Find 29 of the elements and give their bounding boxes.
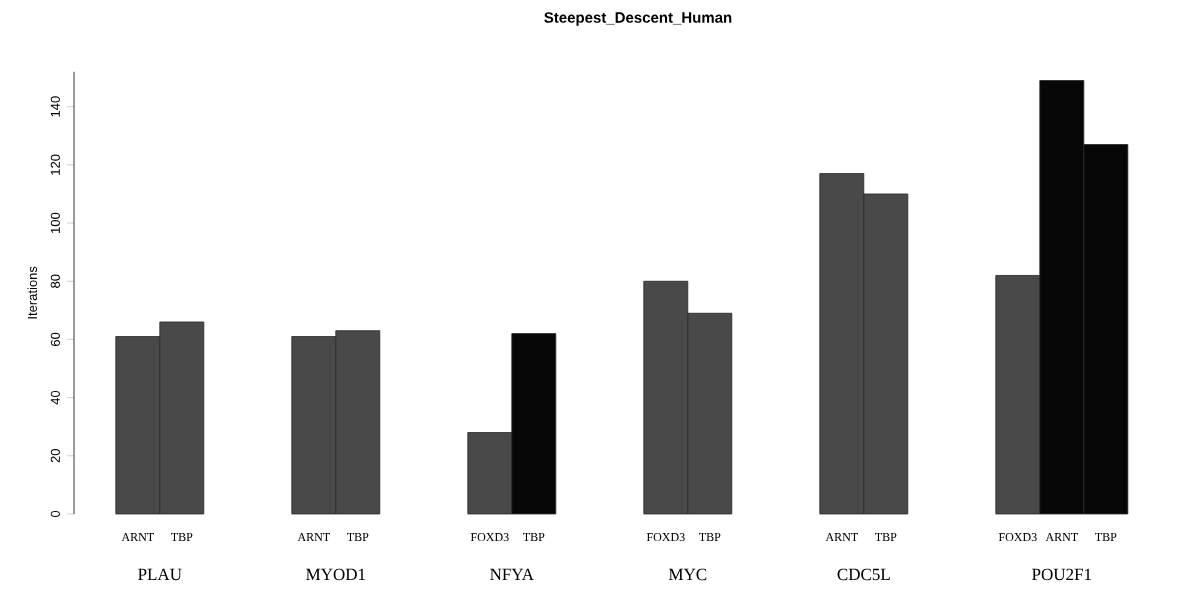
x-tick-label: TBP [875,533,897,541]
text: PLAU [138,568,182,581]
text: POU2F1 [1032,568,1091,581]
x-tick-label: TBP [1095,533,1117,541]
x-tick-label: FOXD3 [646,533,685,542]
x-tick-label: ARNT [121,533,154,541]
y-tick-label: 140 [50,96,60,117]
y-tick-label: 100 [50,212,60,233]
chart-title: Steepest_Descent_Human [544,12,732,26]
y-tick-label: 60 [50,332,60,346]
y-tick-label: 120 [50,154,60,175]
x-tick-label: TBP [171,533,193,541]
text: MYOD1 [306,568,365,581]
text: CDC5L [837,568,890,581]
x-tick-label: ARNT [1045,533,1078,541]
y-tick-label: 20 [50,449,60,463]
x-tick-label: FOXD3 [998,533,1037,542]
y-tick-label: 40 [50,390,60,405]
x-tick-label: TBP [347,533,369,541]
y-tick-label: 0 [50,510,60,518]
x-tick-label: TBP [699,533,721,541]
x-tick-label: TBP [523,533,545,541]
text: MYC [668,568,707,581]
x-tick-label: FOXD3 [470,533,509,542]
x-tick-label: ARNT [297,533,330,541]
x-tick-label: ARNT [825,533,858,541]
y-tick-label: 80 [50,274,60,288]
y-axis-title: Iterations [27,266,37,319]
text: NFYA [490,568,534,580]
